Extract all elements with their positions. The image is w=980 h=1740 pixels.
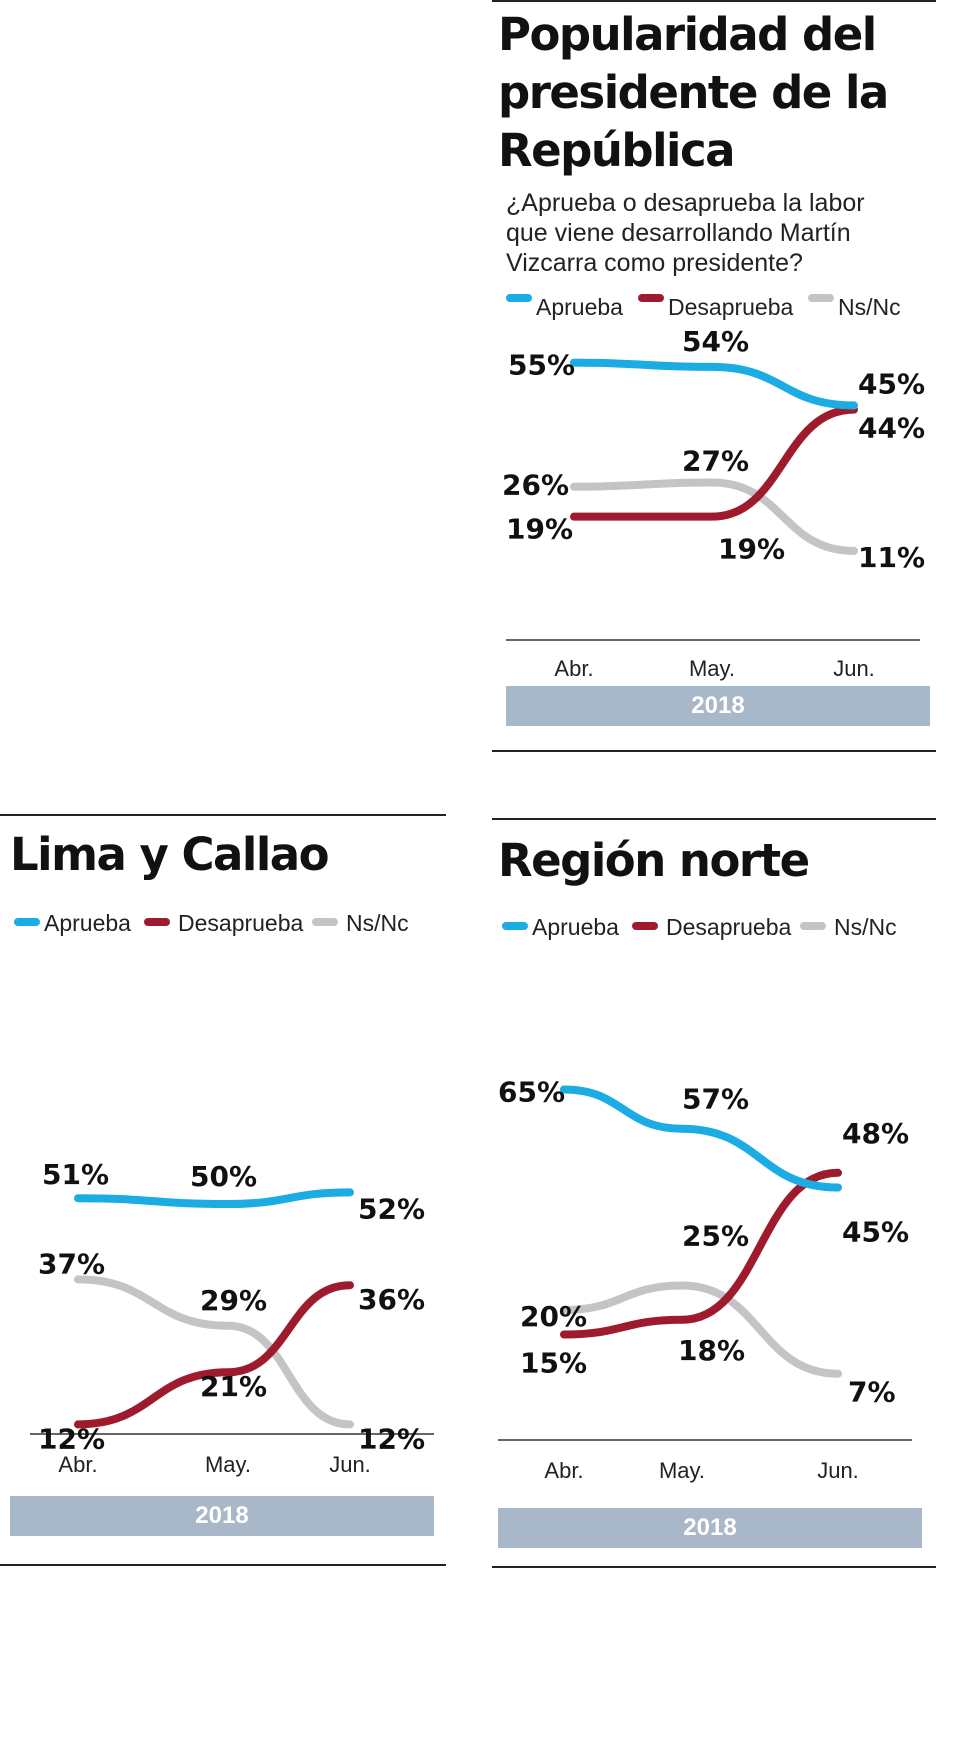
chart-panel-lima: Lima y Callao Aprueba Desaprueba Ns/Nc A… [0,814,446,1638]
data-label-nsnc: 11% [858,541,925,574]
data-label-aprueba: 45% [842,1216,909,1249]
series-line-aprueba [570,358,858,410]
legend-label: Desaprueba [668,294,794,320]
bottom-rule [492,750,936,752]
data-label-nsnc: 37% [38,1247,105,1280]
legend-label: Aprueba [44,910,131,936]
legend-swatch-desaprueba [144,918,170,926]
x-tick-label: Abr. [544,1458,583,1483]
x-tick-label: May. [689,656,735,681]
x-tick-label: Abr. [554,656,593,681]
x-tick-label: Abr. [58,1452,97,1477]
series-line-desaprueba [570,405,858,521]
x-tick-label: Jun. [817,1458,859,1483]
legend-swatch-aprueba [14,918,40,926]
data-label-nsnc: 27% [682,444,749,477]
data-label-aprueba: 65% [498,1076,565,1109]
legend-swatch-desaprueba [632,922,658,930]
x-tick-label: Jun. [833,656,875,681]
legend-swatch-desaprueba [638,294,664,302]
series-line-nsnc [74,1275,354,1429]
year-bar: 2018 [506,686,930,726]
legend: Aprueba Desaprueba Ns/Nc [506,294,926,324]
legend: Aprueba Desaprueba Ns/Nc [502,914,922,944]
legend-swatch-nsnc [808,294,834,302]
data-label-aprueba: 52% [358,1192,425,1225]
line-chart: Abr. May. Jun. 65% 57% 45% 15% 18% 48% 20% 25% 7% [498,1076,912,1483]
data-label-nsnc: 25% [682,1220,749,1253]
legend: Aprueba Desaprueba Ns/Nc [14,910,434,940]
chart-title: Región norte [498,834,810,887]
chart-panel-norte: Región norte Aprueba Desaprueba Ns/Nc Ab… [492,818,936,1638]
legend-swatch-nsnc [312,918,338,926]
legend-label: Ns/Nc [346,910,409,936]
series-line-desaprueba [74,1281,354,1429]
data-label-aprueba: 55% [508,349,575,382]
chart-title: Popularidad del presidente de la Repúbli… [498,8,889,177]
data-label-aprueba: 45% [858,367,925,400]
chart-panel-national: Popularidad del presidente de la Repúbli… [492,0,936,752]
data-label-aprueba: 54% [682,325,749,358]
legend [14,1710,434,1740]
year-bar: 2018 [498,1508,922,1548]
data-label-nsnc: 12% [358,1422,425,1455]
x-tick-label: May. [205,1452,251,1477]
data-label-desaprueba: 15% [520,1347,587,1380]
series-line-aprueba [560,1085,842,1192]
bottom-rule [492,1566,936,1568]
data-label-desaprueba: 19% [506,513,573,546]
chart-title: Lima y Callao [10,828,330,881]
series-line-aprueba [74,1188,354,1209]
chart-subtitle: ¿Aprueba o desaprueba la labor que viene… [506,189,865,277]
data-label-desaprueba: 36% [358,1283,425,1316]
data-label-aprueba: 50% [190,1160,257,1193]
top-rule [492,0,936,2]
line-chart: Abr. May. Jun. 51% 50% 52% 12% 21% 36% 37% 29% 12% [30,1158,434,1477]
x-tick-label: May. [659,1458,705,1483]
legend-label: Aprueba [532,914,619,940]
series-line-nsnc [560,1281,842,1378]
data-label-desaprueba: 19% [718,533,785,566]
data-label-nsnc: 20% [520,1300,587,1333]
legend-label: Desaprueba [178,910,304,936]
data-label-nsnc: 29% [200,1284,267,1317]
top-rule [0,814,446,816]
legend-swatch-aprueba [502,922,528,930]
top-rule [492,818,936,820]
legend-swatch-aprueba [506,294,532,302]
bottom-rule [0,1564,446,1566]
series-line-nsnc [570,478,858,555]
legend-swatch-nsnc [800,922,826,930]
data-label-desaprueba: 12% [38,1422,105,1455]
legend-label: Ns/Nc [838,294,901,320]
data-label-desaprueba: 44% [858,412,925,445]
data-label-aprueba: 57% [682,1083,749,1116]
line-chart: Abr. May. Jun. 55% 54% 45% 19% 19% 44% 26% 27% 11% [502,325,925,681]
series-line-desaprueba [560,1168,842,1339]
year-bar: 2018 [10,1496,434,1536]
data-label-nsnc: 26% [502,469,569,502]
data-label-nsnc: 7% [848,1376,896,1409]
data-label-desaprueba: 48% [842,1117,909,1150]
data-label-aprueba: 51% [42,1158,109,1191]
legend-label: Desaprueba [666,914,792,940]
data-label-desaprueba: 18% [678,1334,745,1367]
legend-label: Aprueba [536,294,623,320]
legend-label: Ns/Nc [834,914,897,940]
data-label-desaprueba: 21% [200,1370,267,1403]
x-tick-label: Jun. [329,1452,371,1477]
